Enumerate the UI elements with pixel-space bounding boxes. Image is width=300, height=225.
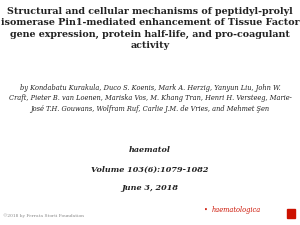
Text: haematologica: haematologica <box>212 206 261 214</box>
Text: June 3, 2018: June 3, 2018 <box>122 184 178 193</box>
Text: •: • <box>204 206 208 214</box>
Text: haematol: haematol <box>129 146 171 154</box>
Text: Volume 103(6):1079-1082: Volume 103(6):1079-1082 <box>91 165 209 173</box>
Text: by Kondabatu Kurakula, Duco S. Koenis, Mark A. Herzig, Yanyun Liu, John W.
Craft: by Kondabatu Kurakula, Duco S. Koenis, M… <box>9 84 291 112</box>
Text: ©2018 by Ferrata Storti Foundation: ©2018 by Ferrata Storti Foundation <box>3 214 84 218</box>
Text: Structural and cellular mechanisms of peptidyl-prolyl
isomerase Pin1-mediated en: Structural and cellular mechanisms of pe… <box>1 7 299 50</box>
Bar <box>286 209 295 218</box>
